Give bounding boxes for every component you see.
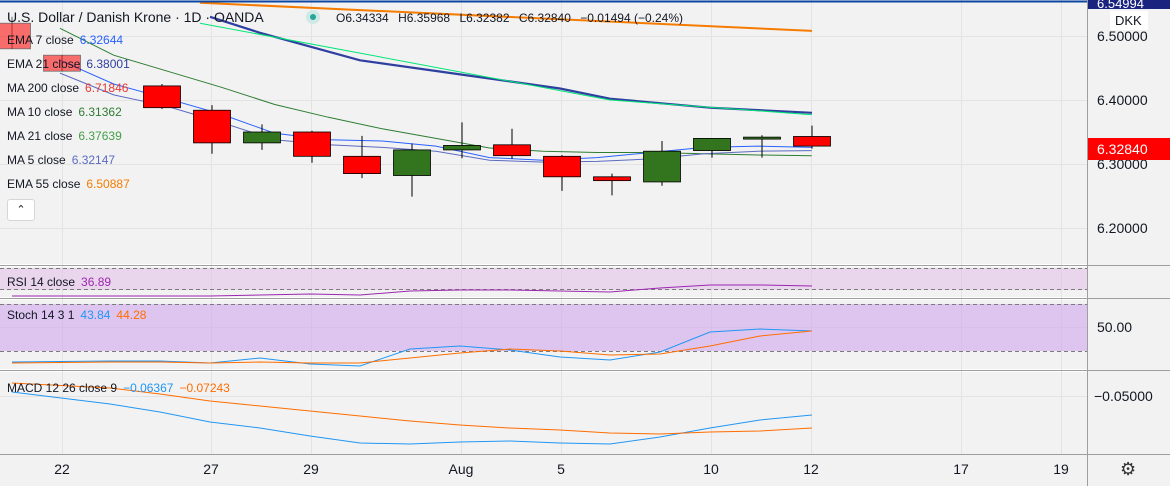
candle bbox=[243, 131, 281, 144]
ohlc-close: C6.32840 bbox=[518, 11, 571, 25]
legend-ma21-label: MA 21 close bbox=[7, 129, 73, 143]
ohlc-change: −0.01494 (−0.24%) bbox=[580, 11, 683, 25]
ohlc-high: H6.35968 bbox=[398, 11, 451, 25]
stoch-tick-label: 50.00 bbox=[1097, 319, 1132, 335]
legend-ma21[interactable]: MA 21 close 6.37639 bbox=[7, 129, 122, 143]
legend-stoch-k: 43.84 bbox=[80, 308, 111, 322]
time-tick-label: 5 bbox=[557, 461, 565, 477]
indicator-lines bbox=[59, 1, 813, 163]
legend-macd-label: MACD 12 26 close 9 bbox=[7, 381, 118, 395]
candle-partial bbox=[43, 54, 81, 72]
time-axis-ticks: 22 27 29 Aug 5 10 12 17 19 bbox=[54, 461, 1069, 477]
legend-stoch-label: Stoch 14 3 1 bbox=[7, 308, 75, 322]
candle bbox=[643, 150, 681, 183]
currency-tag-text: DKK bbox=[1115, 13, 1142, 28]
currency-tag bbox=[1110, 11, 1148, 30]
candle bbox=[393, 149, 431, 176]
top-price-tag-text: 6.54994 bbox=[1097, 0, 1144, 11]
legend-ma5[interactable]: MA 5 close 6.32147 bbox=[7, 153, 115, 167]
legend-ma21-value: 6.37639 bbox=[78, 129, 122, 143]
time-tick-label: 17 bbox=[953, 461, 969, 477]
legend-rsi-label: RSI 14 close bbox=[7, 275, 76, 289]
stoch-d-line bbox=[11, 330, 813, 364]
price-axis-bg bbox=[1087, 0, 1170, 486]
candle bbox=[543, 155, 581, 178]
legend-rsi-value: 36.89 bbox=[81, 275, 112, 289]
candle bbox=[693, 137, 731, 151]
price-tick-label: 6.40000 bbox=[1097, 92, 1148, 108]
ohlc-readout: O6.34334 H6.35968 L6.32382 C6.32840 −0.0… bbox=[336, 11, 689, 25]
time-tick-label: 12 bbox=[803, 461, 819, 477]
time-axis-bg bbox=[0, 454, 1087, 486]
macd-signal-line bbox=[11, 382, 813, 435]
rsi-line bbox=[12, 284, 813, 297]
legend-ema21[interactable]: EMA 21 close 6.38001 bbox=[7, 57, 130, 71]
candle bbox=[343, 155, 381, 175]
legend-macd-value: −0.06367 bbox=[123, 381, 174, 395]
legend-macd-signal: −0.07243 bbox=[179, 381, 230, 395]
ohlc-low: L6.32382 bbox=[459, 11, 510, 25]
legend-ema55-value: 6.50887 bbox=[86, 177, 130, 191]
candle bbox=[193, 109, 231, 144]
ohlc-open: O6.34334 bbox=[336, 11, 389, 25]
time-tick-label: 10 bbox=[703, 461, 719, 477]
collapse-legend-button[interactable]: ⌃ bbox=[7, 199, 35, 221]
candle bbox=[743, 136, 781, 140]
rsi-band bbox=[0, 268, 1087, 290]
candle bbox=[443, 145, 481, 151]
ema7-line bbox=[59, 59, 812, 161]
legend-macd[interactable]: MACD 12 26 close 9 −0.06367 −0.07243 bbox=[7, 381, 230, 395]
legend-ma10[interactable]: MA 10 close 6.31362 bbox=[7, 105, 122, 119]
top-price-tag bbox=[1088, 0, 1170, 9]
last-price-tag bbox=[1088, 138, 1170, 160]
market-status-icon[interactable] bbox=[306, 10, 320, 24]
last-price-tag-text: 6.32840 bbox=[1097, 141, 1148, 157]
legend-ma200-label: MA 200 close bbox=[7, 81, 80, 95]
time-tick-label: 22 bbox=[54, 461, 70, 477]
legend-ma200-value: 6.71846 bbox=[85, 81, 129, 95]
legend-ma5-value: 6.32147 bbox=[71, 153, 116, 167]
legend-ema7-label: EMA 7 close bbox=[7, 33, 74, 47]
candle bbox=[793, 136, 831, 147]
legend-ma10-label: MA 10 close bbox=[7, 105, 73, 119]
stoch-band bbox=[0, 304, 1087, 351]
ma5-line bbox=[59, 72, 812, 163]
macd-pane-bg bbox=[0, 372, 1087, 454]
vertical-grid bbox=[62, 0, 1062, 454]
gear-icon[interactable]: ⚙ bbox=[1120, 459, 1137, 479]
time-tick-label: Aug bbox=[449, 461, 474, 477]
legend-rsi[interactable]: RSI 14 close 36.89 bbox=[7, 275, 111, 289]
ma10-line bbox=[199, 22, 813, 116]
main-pane-bg bbox=[0, 0, 1087, 264]
legend-ema21-value: 6.38001 bbox=[86, 57, 130, 71]
candles bbox=[0, 16, 831, 197]
time-tick-label: 27 bbox=[203, 461, 219, 477]
candle bbox=[143, 85, 181, 109]
symbol-title[interactable]: U.S. Dollar / Danish Krone · 1D · OANDA bbox=[7, 9, 264, 25]
candle bbox=[493, 144, 531, 157]
legend-stoch[interactable]: Stoch 14 3 1 43.84 44.28 bbox=[7, 308, 146, 322]
legend-ema55-label: EMA 55 close bbox=[7, 177, 81, 191]
ma21-line bbox=[59, 27, 812, 157]
price-tick-label: 6.20000 bbox=[1097, 220, 1148, 236]
legend-ema21-label: EMA 21 close bbox=[7, 57, 81, 71]
candle bbox=[593, 176, 631, 182]
legend-ema55[interactable]: EMA 55 close 6.50887 bbox=[7, 177, 130, 191]
legend-ma200[interactable]: MA 200 close 6.71846 bbox=[7, 81, 128, 95]
legend-ma10-value: 6.31362 bbox=[78, 105, 122, 119]
legend-ema7-value: 6.32644 bbox=[79, 33, 124, 47]
time-tick-label: 19 bbox=[1053, 461, 1069, 477]
time-tick-label: 29 bbox=[303, 461, 319, 477]
ema55-line bbox=[199, 1, 813, 32]
legend-ma5-label: MA 5 close bbox=[7, 153, 66, 167]
candle-partial bbox=[0, 22, 31, 50]
legend-stoch-d: 44.28 bbox=[116, 308, 147, 322]
price-tick-label: 6.50000 bbox=[1097, 28, 1148, 44]
sub-indicator-lines bbox=[11, 284, 813, 445]
candle bbox=[293, 131, 331, 157]
macd-tick-label: −0.05000 bbox=[1094, 388, 1153, 404]
legend-ema7[interactable]: EMA 7 close 6.32644 bbox=[7, 33, 123, 47]
